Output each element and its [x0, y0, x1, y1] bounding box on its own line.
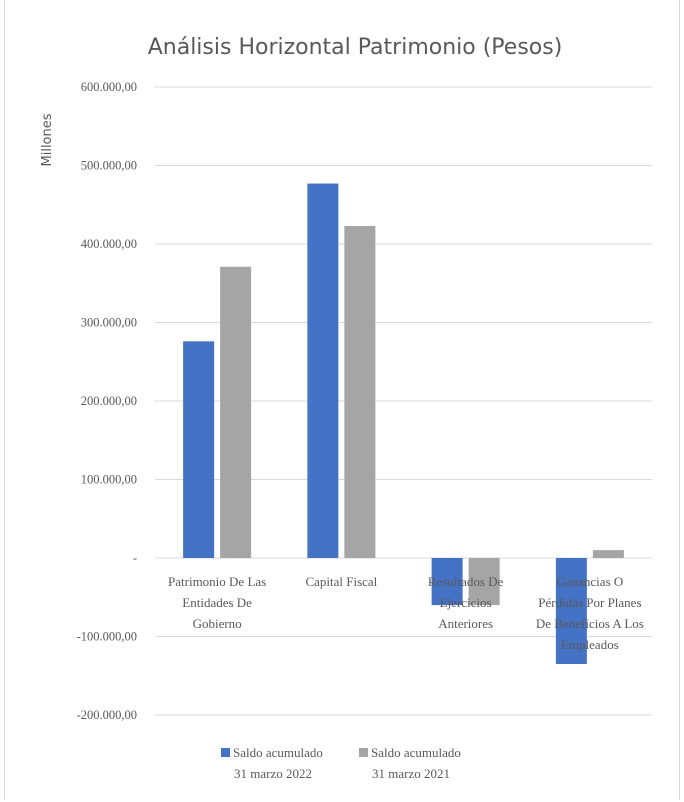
category-label: Ganancias O Pérdidas Por Planes De Benefic…	[536, 574, 644, 652]
bar-series-2-cat-3	[468, 558, 500, 606]
legend-entry: Saldo acumulado 31 marzo 2022	[233, 745, 323, 781]
bar-series-2-cat-1	[220, 266, 252, 558]
y-tick-label: 500.000,00	[81, 159, 137, 173]
y-tick-label: 200.000,00	[81, 394, 137, 408]
category-label: Capital Fiscal	[305, 574, 377, 589]
bar-series-2-cat-2	[344, 225, 376, 558]
bar-series-1-cat-3	[431, 558, 463, 606]
chart-title: Análisis Horizontal Patrimonio (Pesos)	[148, 35, 563, 60]
y-axis-label: Millones	[40, 113, 55, 166]
bar-series-1-cat-1	[183, 341, 215, 558]
y-tick-label: 400.000,00	[81, 237, 137, 251]
legend-swatch	[359, 748, 368, 757]
y-tick-label: -	[133, 551, 137, 565]
y-tick-label: -200.000,00	[77, 708, 137, 722]
bar-series-2-cat-4	[592, 550, 624, 558]
legend: Saldo acumulado 31 marzo 2022 Saldo acumul…	[221, 745, 461, 781]
y-axis-ticks: 600.000,00 500.000,00 400.000,00 300.000,00…	[77, 80, 137, 722]
chart-frame	[4, 0, 680, 800]
legend-entry: Saldo acumulado 31 marzo 2021	[371, 745, 461, 781]
bars	[183, 183, 624, 664]
x-axis-categories: Patrimonio De Las Entidades De Gobierno Cap…	[168, 574, 644, 652]
y-tick-label: -100.000,00	[77, 630, 137, 644]
y-tick-label: 300.000,00	[81, 316, 137, 330]
bar-series-1-cat-2	[307, 183, 339, 558]
legend-swatch	[221, 748, 230, 757]
category-label: Resultados De Ejercicios Anteriores	[428, 574, 504, 631]
category-label: Patrimonio De Las Entidades De Gobierno	[168, 574, 266, 631]
bar-series-1-cat-4	[555, 558, 587, 664]
y-tick-label: 100.000,00	[81, 473, 137, 487]
y-tick-label: 600.000,00	[81, 80, 137, 94]
